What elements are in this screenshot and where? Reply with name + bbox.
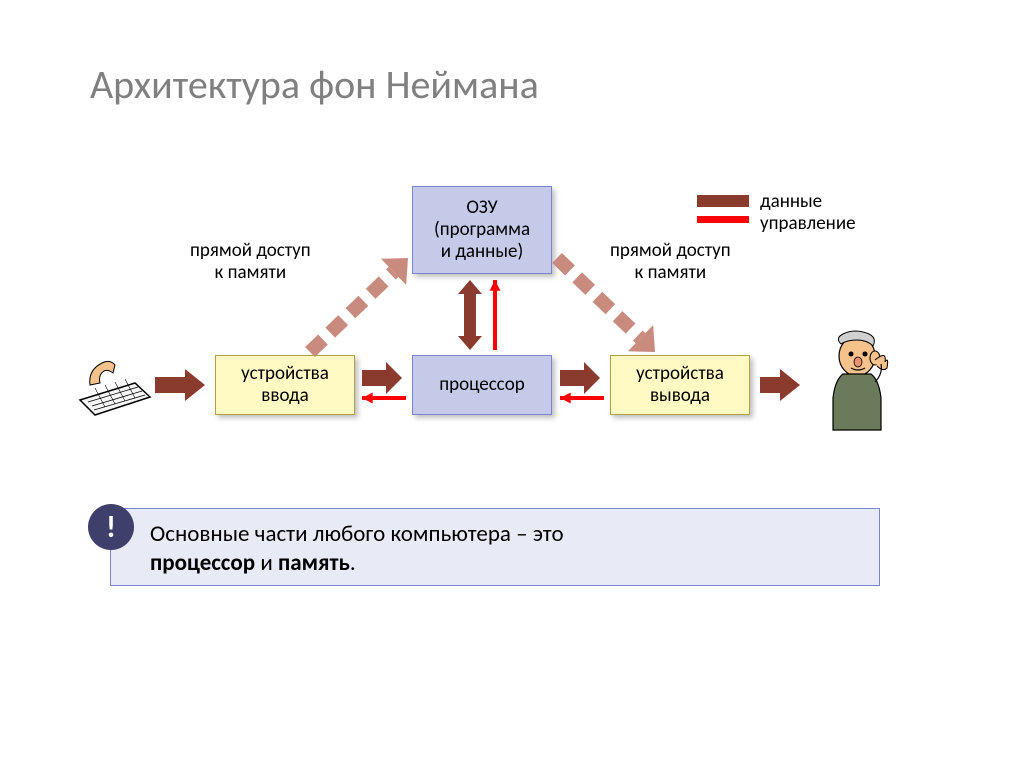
note-text: Основные части любого компьютера – это п… (150, 520, 564, 578)
note-plain-2: и (255, 549, 278, 577)
box-processor: процессор (412, 355, 552, 415)
slide-title: Архитектура фон Неймана (90, 60, 539, 109)
box-input-text: устройства ввода (241, 363, 329, 407)
box-output-text: устройства вывода (636, 363, 724, 407)
person-icon (815, 330, 905, 445)
note-bold-1: процессор (150, 549, 255, 577)
box-input-devices: устройства ввода (215, 355, 355, 415)
box-output-devices: устройства вывода (610, 355, 750, 415)
legend-control-bar (697, 216, 749, 223)
note-plain-3: . (350, 549, 356, 577)
box-cpu-text: процессор (439, 374, 524, 396)
keyboard-icon (75, 350, 155, 425)
label-dma-right: прямой доступ к памяти (610, 240, 731, 284)
legend-data-bar (697, 195, 749, 207)
note-exclamation-icon: ! (88, 504, 134, 550)
label-dma-left: прямой доступ к памяти (190, 240, 311, 284)
legend-data-text: данные (760, 190, 822, 213)
legend-control-text: управление (760, 212, 856, 235)
box-ram-text: ОЗУ (программа и данные) (434, 197, 530, 263)
note-bold-2: память (278, 549, 350, 577)
note-plain-1: Основные части любого компьютера – это (150, 520, 564, 548)
box-ram: ОЗУ (программа и данные) (412, 186, 552, 274)
